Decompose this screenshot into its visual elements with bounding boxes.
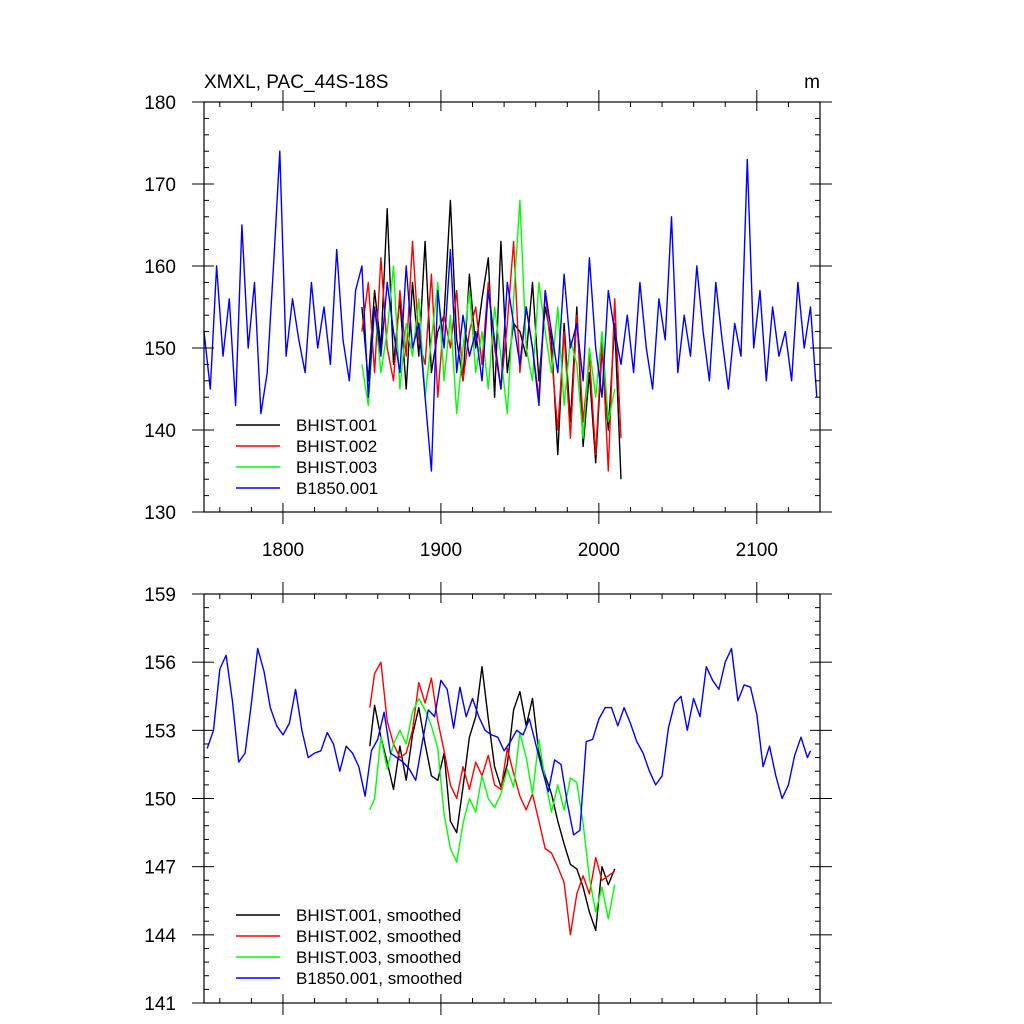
legend-label: BHIST.003 [296, 458, 377, 477]
units-label: m [804, 72, 820, 93]
legend-label: BHIST.002 [296, 437, 377, 456]
legend-label: BHIST.003, smoothed [296, 948, 461, 967]
legend-label: B1850.001, smoothed [296, 969, 462, 988]
x-tick-label: 1800 [262, 540, 304, 561]
series-line-b1850-001-smoothed [206, 647, 812, 836]
y-tick-label: 150 [144, 339, 176, 360]
series-line-bhist-003-smoothed [369, 697, 616, 920]
plot-frame [203, 101, 821, 513]
chart-title: XMXL, PAC_44S-18S [204, 72, 388, 93]
y-tick-label: 130 [144, 503, 176, 524]
y-tick-label: 170 [144, 175, 176, 196]
y-tick-label: 180 [144, 93, 176, 114]
y-tick-label: 147 [144, 858, 176, 879]
x-tick-label: 1900 [420, 540, 462, 561]
y-tick-label: 141 [144, 994, 176, 1015]
y-tick-label: 159 [144, 585, 176, 606]
x-tick-label: 2100 [736, 540, 778, 561]
series-line-b1850-001 [203, 150, 818, 472]
y-tick-label: 160 [144, 257, 176, 278]
y-tick-label: 156 [144, 653, 176, 674]
legend-label: BHIST.002, smoothed [296, 927, 461, 946]
top-panel: XMXL, PAC_44S-18S m 1800 1900 2000 2100 130 1… [144, 72, 832, 561]
y-tick-label: 140 [144, 421, 176, 442]
series-line-bhist-001-smoothed [369, 666, 616, 931]
y-tick-label: 150 [144, 790, 176, 811]
bottom-panel: 141 144 147 150 153 156 159 BHIST.001, smoothed… [144, 582, 832, 1015]
legend-label: BHIST.001, smoothed [296, 906, 461, 925]
x-tick-label: 2000 [578, 540, 620, 561]
legend-label: BHIST.001 [296, 416, 377, 435]
y-tick-label: 144 [144, 926, 176, 947]
y-tick-label: 153 [144, 721, 176, 742]
series-line-bhist-003 [361, 199, 616, 439]
legend-label: B1850.001 [296, 479, 378, 498]
series-line-bhist-002-smoothed [369, 661, 616, 936]
